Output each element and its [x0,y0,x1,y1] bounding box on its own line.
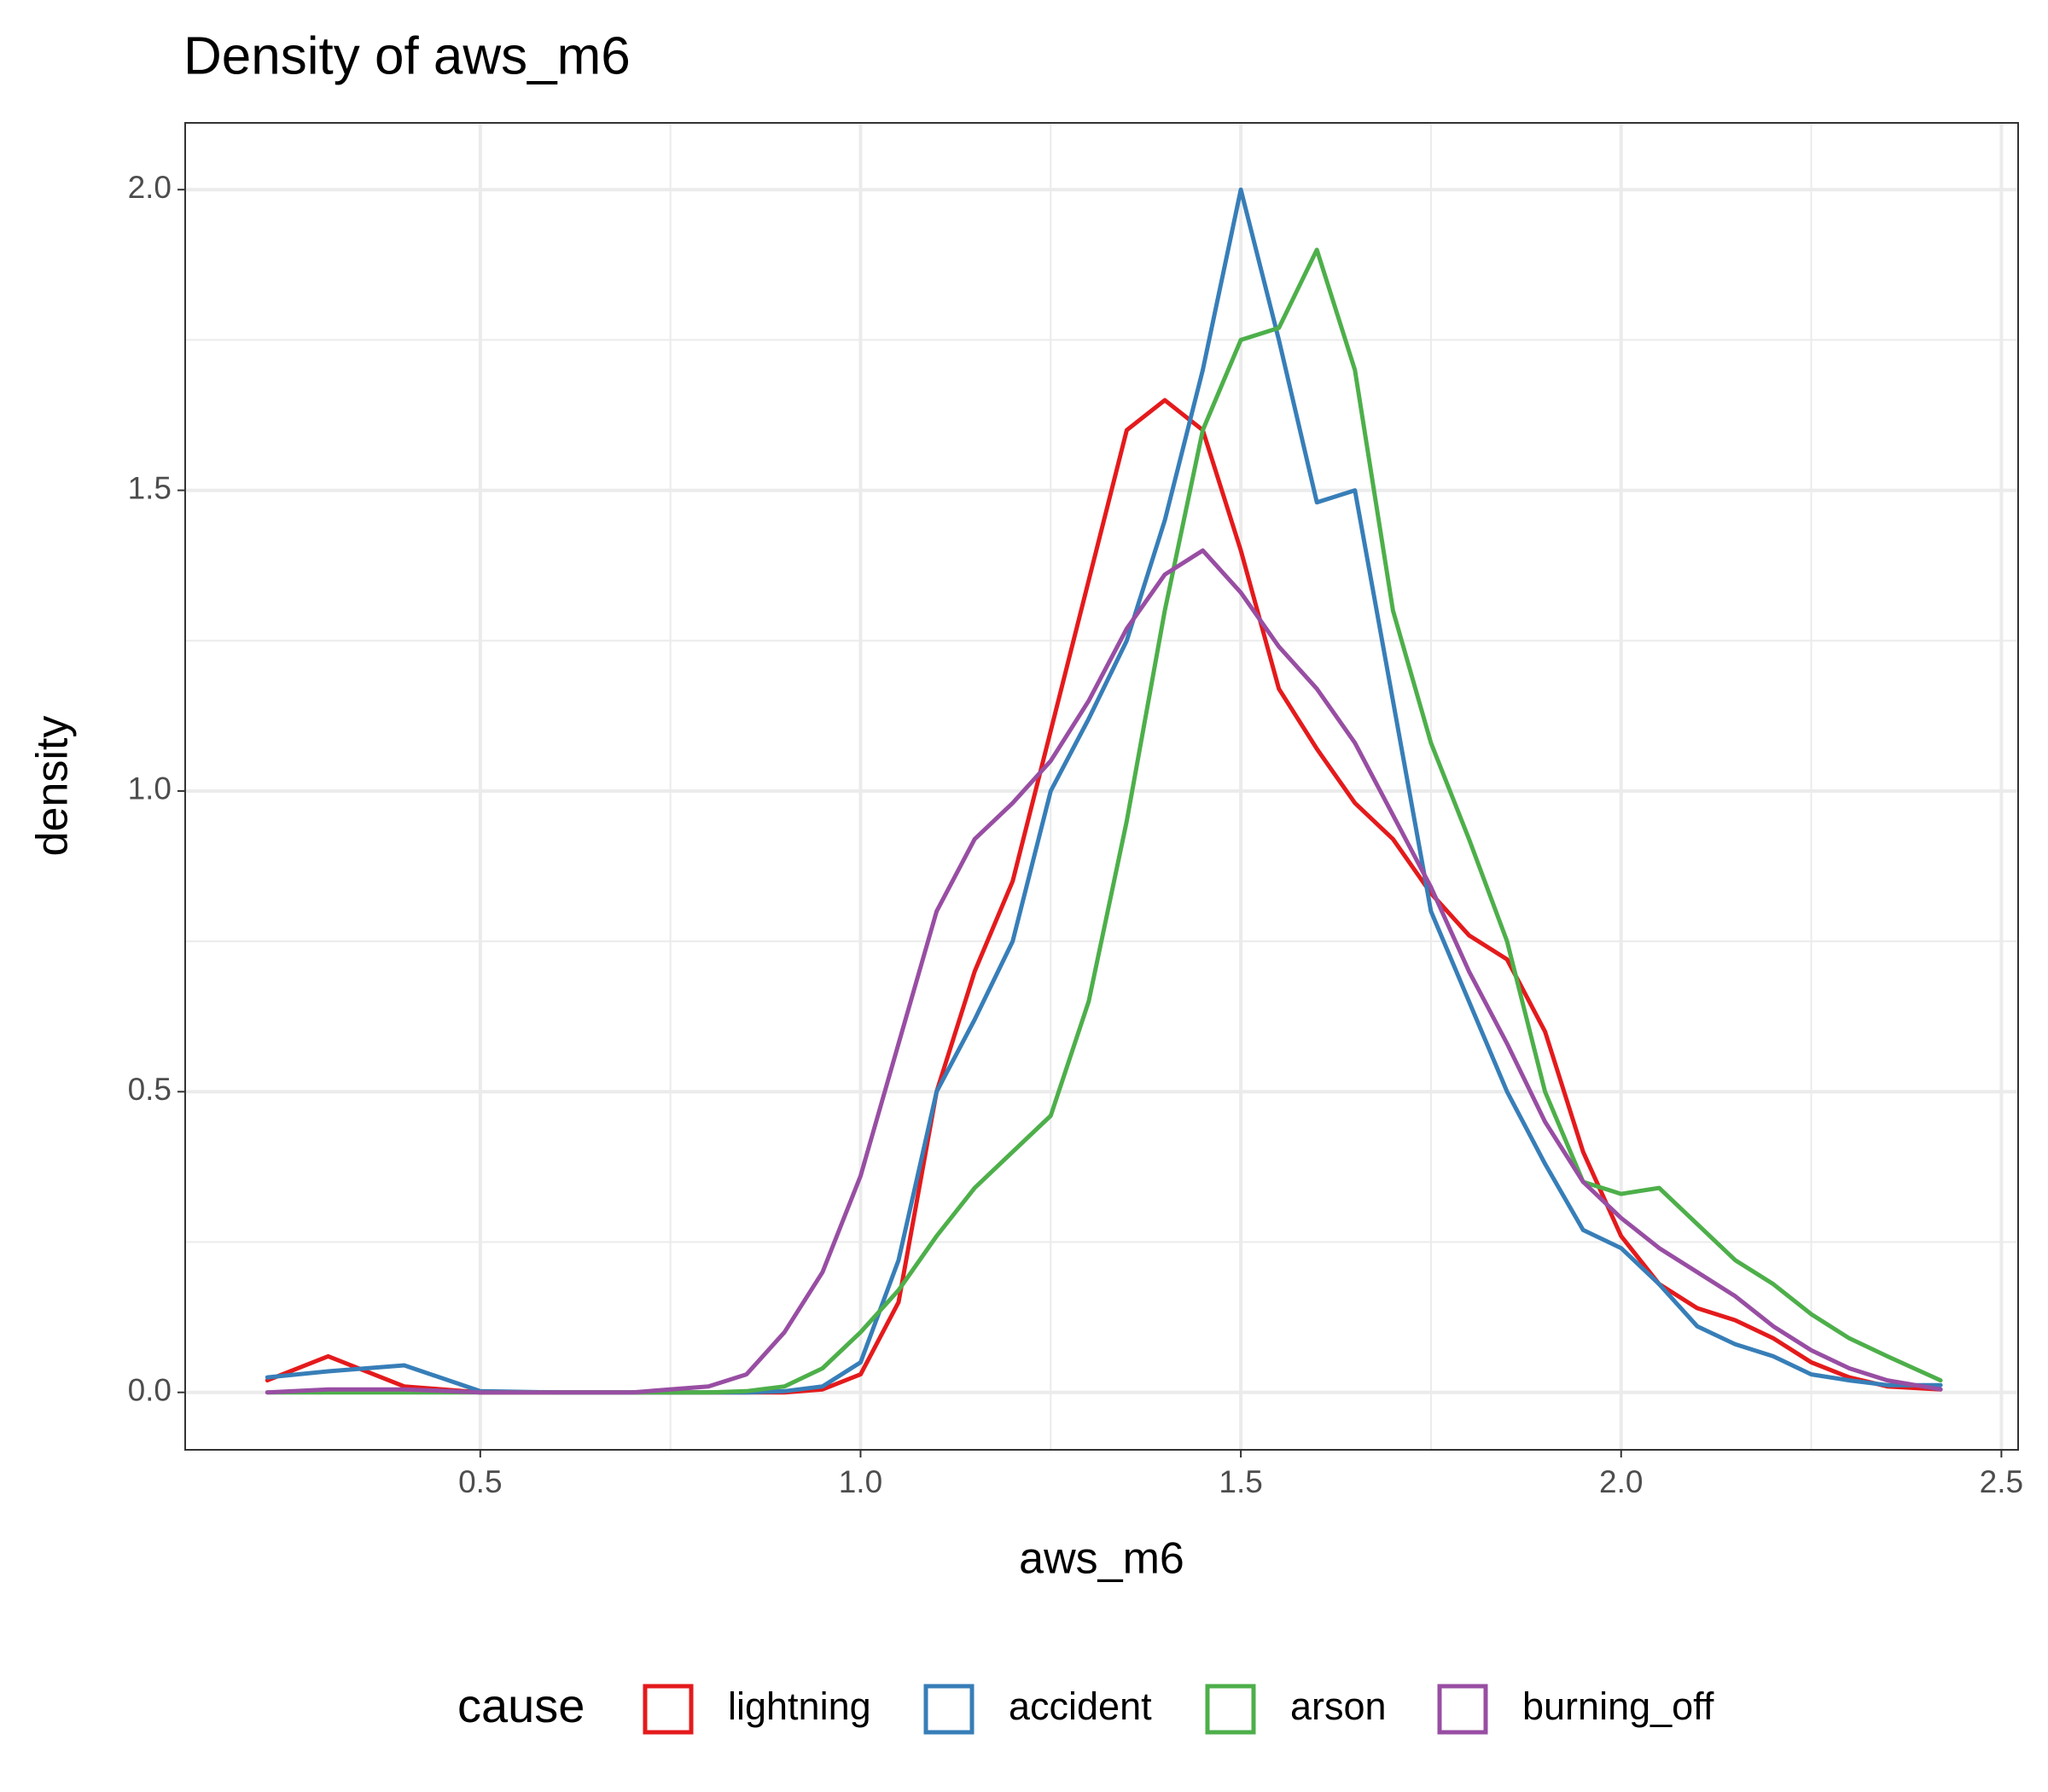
y-axis-title: density [28,716,78,857]
legend-key [1205,1684,1256,1735]
legend-label: burning_off [1522,1684,1714,1728]
x-tick-label: 0.5 [458,1464,502,1499]
legend-label: arson [1290,1684,1387,1728]
density-line [265,548,1943,1395]
legend-label: accident [1009,1684,1152,1728]
x-tick-label: 1.5 [1219,1464,1262,1499]
legend-title: cause [457,1679,585,1732]
legend-label: lightning [728,1684,871,1728]
x-tick-label: 1.0 [839,1464,882,1499]
x-tick-label: 2.5 [1980,1464,2023,1499]
density-line [265,247,1943,1395]
legend-key [1437,1684,1488,1735]
y-tick-label: 0.5 [128,1072,172,1107]
y-tick-label: 2.0 [128,170,172,205]
plot-border [184,122,2019,1451]
legend-key [923,1684,975,1735]
chart-title: Density of aws_m6 [183,26,631,85]
legend-key [643,1684,694,1735]
y-tick-label: 1.5 [128,470,172,505]
x-tick-label: 2.0 [1599,1464,1643,1499]
y-tick-label: 1.0 [128,771,172,806]
y-tick-label: 0.0 [128,1372,172,1407]
x-axis-title: aws_m6 [1019,1534,1184,1584]
